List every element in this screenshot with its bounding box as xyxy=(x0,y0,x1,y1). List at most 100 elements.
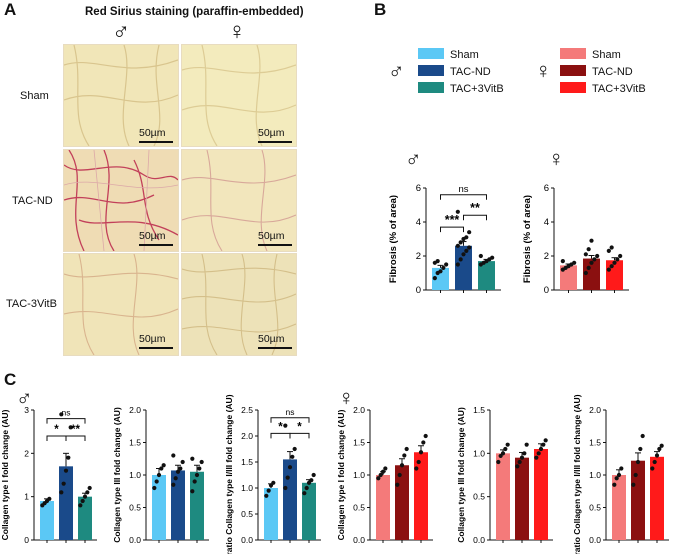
data-point xyxy=(503,446,508,452)
data-point xyxy=(414,466,419,471)
bar-sham xyxy=(376,475,390,540)
legend-female-tac-nd: TAC-ND xyxy=(560,65,633,78)
data-point xyxy=(612,482,617,487)
y-tick-label: 2.0 xyxy=(241,431,253,441)
y-tick-label: 1.5 xyxy=(353,438,365,448)
legend-label: TAC+3VitB xyxy=(450,83,504,95)
y-tick-label: 6 xyxy=(544,183,549,194)
y-tick-label: 3 xyxy=(24,405,29,415)
significance-label: *** xyxy=(445,213,460,227)
panel-a-letter: A xyxy=(4,0,17,19)
data-point xyxy=(519,455,525,460)
data-point xyxy=(534,455,539,460)
significance-bracket xyxy=(270,432,291,439)
data-point xyxy=(619,466,624,471)
y-axis-label: Collagen type I fold change (AU) xyxy=(0,409,10,540)
data-point xyxy=(467,230,472,235)
data-point xyxy=(441,265,446,270)
data-point xyxy=(82,494,88,499)
row-label-sham: Sham xyxy=(20,90,49,102)
bar-tac-3vitb xyxy=(534,449,548,540)
data-point xyxy=(402,453,407,458)
data-point xyxy=(500,451,506,456)
y-tick-label: 1.5 xyxy=(129,438,141,448)
y-axis-label: Fibrosis (% of area) xyxy=(388,195,399,283)
panel-b-letter: B xyxy=(374,0,387,19)
y-tick-label: 1.0 xyxy=(353,470,365,480)
significance-bracket xyxy=(46,418,86,424)
data-point xyxy=(423,433,428,439)
y-tick-label: 0.0 xyxy=(241,535,253,545)
significance-bracket xyxy=(46,435,67,441)
bar-tac-nd xyxy=(455,245,472,290)
y-tick-label: 2.0 xyxy=(353,405,365,415)
significance-bracket xyxy=(440,226,464,233)
data-point xyxy=(505,442,510,447)
data-point xyxy=(180,459,185,465)
chart-collagen1-female: Collagen type I fold change (AU) 0.0 0.5 1.… xyxy=(336,405,433,545)
y-axis-label: Collagen type III fold change (AU) xyxy=(112,407,122,543)
data-point xyxy=(87,485,92,491)
data-point xyxy=(304,485,309,491)
male-symbol-legend: ♂ xyxy=(388,58,405,83)
legend-label: TAC+3VitB xyxy=(592,83,646,95)
significance-label: ** xyxy=(470,201,480,215)
row-label-tac-nd: TAC-ND xyxy=(12,195,53,207)
scale-bar-label: 50µm xyxy=(258,127,285,139)
data-point xyxy=(543,438,548,443)
y-tick-label: 6 xyxy=(416,183,421,194)
bar-tac-3vitb xyxy=(478,261,495,290)
y-tick-label: 2.0 xyxy=(589,405,601,415)
significance-label: * xyxy=(54,424,59,436)
significance-label: * xyxy=(297,421,302,433)
data-point xyxy=(194,472,200,478)
data-point xyxy=(178,466,183,471)
legend-female-tac-3vitb: TAC+3VitB xyxy=(560,82,646,95)
panel-c-letter: C xyxy=(4,370,17,389)
data-point xyxy=(490,255,495,260)
female-symbol-legend: ♀ xyxy=(535,58,552,83)
scale-bar-label: 50µm xyxy=(139,230,166,242)
bar-tac-nd xyxy=(631,460,645,540)
bar-tac-nd xyxy=(59,466,73,540)
y-tick-label: 0.5 xyxy=(473,492,485,502)
legend-label: Sham xyxy=(450,49,479,61)
micrograph-female-tac-3vitb xyxy=(181,253,297,356)
bar-sham xyxy=(264,488,278,540)
significance-bracket xyxy=(440,194,487,200)
data-point xyxy=(609,245,614,250)
data-point xyxy=(478,253,483,259)
data-point xyxy=(154,479,159,484)
data-point xyxy=(461,252,466,257)
male-symbol-a: ♂ xyxy=(112,18,130,45)
legend-label: Sham xyxy=(592,49,621,61)
data-point xyxy=(302,491,307,496)
bar-sham xyxy=(40,501,54,540)
significance-label: ns xyxy=(62,408,71,418)
micrograph-male-sham xyxy=(63,44,179,147)
female-symbol-c: ♀ xyxy=(338,385,355,410)
data-point xyxy=(652,459,657,465)
scale-bar: 50µm xyxy=(139,127,173,143)
data-point xyxy=(432,276,437,281)
data-point xyxy=(173,476,178,481)
y-tick-label: 0.0 xyxy=(473,535,485,545)
bar-tac-3vitb xyxy=(650,456,664,540)
significance-bracket xyxy=(463,214,487,221)
stain-title: Red Sirius staining (paraffin-embedded) xyxy=(85,6,304,18)
data-point xyxy=(458,240,463,245)
bar-sham xyxy=(612,475,626,540)
y-tick-label: 0 xyxy=(544,285,549,296)
data-point xyxy=(383,466,388,471)
data-point xyxy=(421,440,426,445)
data-point xyxy=(435,259,440,264)
micrograph-male-tac-nd xyxy=(63,149,179,252)
data-point xyxy=(606,248,611,253)
data-point xyxy=(560,259,565,264)
data-point xyxy=(156,472,162,478)
data-point xyxy=(292,446,297,452)
scale-bar-label: 50µm xyxy=(258,333,285,345)
data-point xyxy=(615,257,620,262)
y-tick-label: 0.5 xyxy=(129,503,141,513)
data-point xyxy=(171,453,176,458)
